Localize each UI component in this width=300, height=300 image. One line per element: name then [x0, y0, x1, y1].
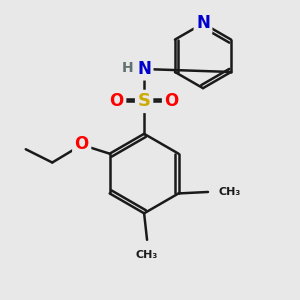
Text: S: S [138, 92, 151, 110]
Text: H: H [122, 61, 134, 75]
Text: O: O [164, 92, 178, 110]
Text: N: N [137, 60, 151, 78]
Text: N: N [196, 14, 210, 32]
Text: O: O [110, 92, 124, 110]
Text: CH₃: CH₃ [136, 250, 158, 260]
Text: CH₃: CH₃ [218, 187, 241, 197]
Text: O: O [75, 135, 89, 153]
